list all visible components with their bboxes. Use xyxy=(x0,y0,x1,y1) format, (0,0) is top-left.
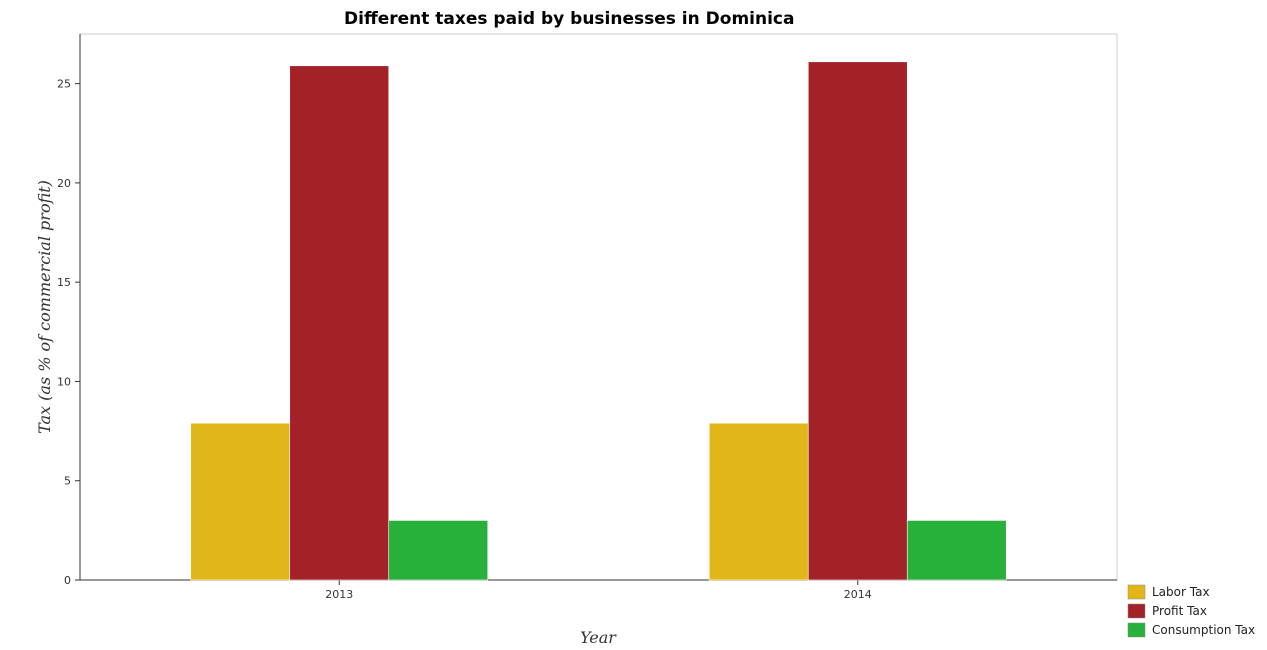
bar-profit-tax-2013 xyxy=(289,65,390,581)
legend: Labor Tax Profit Tax Consumption Tax xyxy=(1127,584,1255,638)
legend-label: Consumption Tax xyxy=(1152,623,1255,637)
y-tick-label: 5 xyxy=(64,475,71,488)
legend-swatch xyxy=(1127,584,1146,600)
bar-consumption-tax-2013 xyxy=(388,520,489,581)
y-axis-title: Tax (as % of commercial profit) xyxy=(35,180,54,434)
bar-consumption-tax-2014 xyxy=(906,520,1007,581)
y-tick-label: 20 xyxy=(57,177,71,190)
x-tick-label: 2014 xyxy=(844,588,872,601)
bars xyxy=(190,61,1007,581)
x-axis-title: Year xyxy=(580,628,617,647)
y-tick-label: 0 xyxy=(64,574,71,587)
bar-profit-tax-2014 xyxy=(807,61,908,581)
x-axis: 2013 2014 xyxy=(80,579,1117,601)
legend-label: Profit Tax xyxy=(1152,604,1207,618)
legend-swatch xyxy=(1127,603,1146,619)
y-tick-label: 25 xyxy=(57,78,71,91)
y-tick-label: 15 xyxy=(57,276,71,289)
y-axis: 0 5 10 15 20 25 xyxy=(57,34,81,587)
legend-label: Labor Tax xyxy=(1152,585,1210,599)
chart-title: Different taxes paid by businesses in Do… xyxy=(344,9,794,29)
y-tick-label: 10 xyxy=(57,375,71,388)
legend-swatch xyxy=(1127,622,1146,638)
bar-labor-tax-2013 xyxy=(190,422,291,581)
bar-labor-tax-2014 xyxy=(708,422,809,581)
x-tick-label: 2013 xyxy=(325,588,353,601)
